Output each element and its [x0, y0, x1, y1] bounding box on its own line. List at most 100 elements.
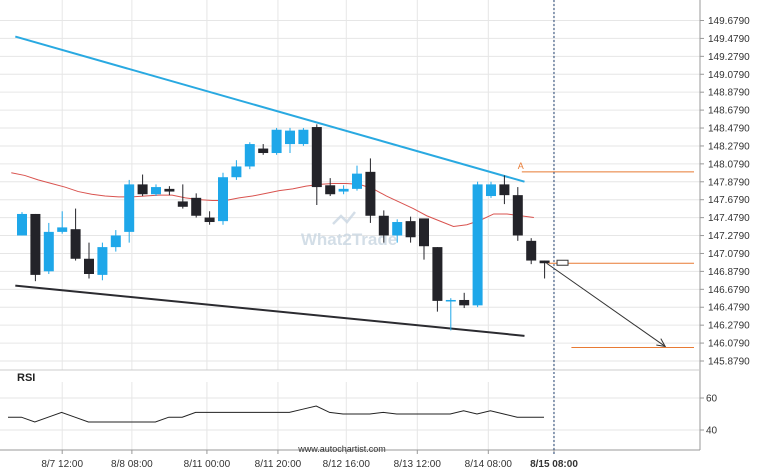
candle — [43, 222, 54, 274]
watermark-logo — [332, 211, 356, 225]
grid — [0, 0, 700, 450]
price-tick-label: 147.6790 — [708, 195, 750, 206]
candle — [137, 174, 148, 197]
candle — [124, 179, 135, 243]
price-tick-label: 148.8790 — [708, 88, 750, 99]
candle-body — [378, 215, 389, 236]
candle — [285, 127, 295, 154]
candle-body — [486, 184, 496, 197]
candle — [486, 181, 496, 198]
price-tick-label: 146.8790 — [708, 267, 750, 278]
watermark: What2Trade — [301, 211, 397, 249]
candle — [392, 219, 403, 243]
price-tick-label: 149.6790 — [708, 16, 750, 27]
candle — [204, 211, 215, 225]
candle — [70, 208, 81, 261]
candle — [325, 178, 336, 197]
rsi-tick-label: 40 — [706, 426, 718, 437]
levels: A — [518, 161, 694, 348]
candle-body — [539, 260, 550, 264]
time-tick-label: 8/8 08:00 — [111, 459, 153, 470]
time-tick-label: 8/14 08:00 — [465, 459, 513, 470]
candle — [151, 184, 161, 197]
candle-body — [499, 184, 510, 196]
candle — [57, 211, 68, 234]
candle — [218, 172, 228, 225]
price-tick-label: 148.4790 — [708, 124, 750, 135]
candle-body — [43, 231, 54, 272]
candle — [352, 165, 362, 191]
candle-body — [298, 129, 309, 145]
candle — [365, 158, 376, 223]
candle-body — [405, 221, 416, 238]
candle-body — [472, 184, 483, 306]
candle — [539, 260, 550, 279]
candle-body — [392, 222, 403, 236]
candle-body — [419, 218, 429, 247]
candle — [164, 186, 175, 196]
candle — [445, 298, 456, 331]
candle-body — [512, 195, 523, 236]
candle-body — [526, 240, 537, 261]
candle — [472, 181, 483, 308]
candle-body — [445, 299, 456, 302]
candle-body — [258, 148, 269, 154]
candle-body — [459, 299, 470, 306]
watermark-text: What2Trade — [301, 230, 397, 249]
candle-body — [164, 188, 175, 192]
trendlines — [15, 35, 525, 337]
rsi-line — [8, 405, 544, 423]
candle-body — [218, 177, 228, 222]
candle-body — [110, 235, 121, 248]
candle — [432, 247, 443, 312]
time-tick-label: 8/11 20:00 — [255, 459, 302, 470]
rsi-label: RSI — [17, 372, 35, 384]
candle-body — [177, 201, 188, 207]
candle-body — [271, 129, 282, 154]
time-tick-label: 8/7 12:00 — [41, 459, 83, 470]
candle-body — [338, 188, 349, 192]
candle — [298, 127, 309, 146]
support-trendline — [15, 284, 525, 337]
candle-body — [70, 229, 81, 259]
axes: 149.6790 149.4790 149.2790 149.0790 148.8790… — [0, 0, 750, 470]
candle-body — [244, 144, 255, 167]
candle — [378, 210, 389, 243]
candle-body — [432, 247, 443, 301]
candle — [177, 184, 188, 209]
price-tick-label: 147.8790 — [708, 177, 750, 188]
candle — [338, 185, 349, 195]
candle-body — [137, 184, 148, 195]
candle-body — [325, 185, 336, 195]
candle-body — [17, 213, 27, 236]
candle-body — [352, 173, 362, 189]
candle-body — [97, 247, 108, 275]
candle-body — [204, 217, 215, 223]
candle — [97, 242, 108, 281]
candle — [459, 292, 470, 309]
source-label: www.autochartist.com — [297, 444, 386, 454]
price-tick-label: 148.0790 — [708, 159, 750, 170]
resistance-trendline — [15, 35, 525, 183]
rsi-panel: 60 40 — [0, 394, 718, 437]
candle-body — [285, 130, 295, 145]
time-tick-label: 8/15 08:00 — [530, 459, 578, 470]
price-tick-label: 149.2790 — [708, 52, 750, 63]
price-tick-label: 148.2790 — [708, 141, 750, 152]
candle — [244, 142, 255, 170]
candle-body — [311, 127, 322, 188]
candle — [512, 187, 523, 241]
moving-average-line — [11, 172, 534, 228]
candle — [526, 238, 537, 265]
price-tick-label: 146.0790 — [708, 339, 750, 350]
rsi-tick-label: 60 — [706, 394, 718, 405]
resistance-level-label: A — [518, 161, 524, 171]
candle — [271, 127, 282, 155]
candle-body — [365, 171, 376, 216]
time-tick-label: 8/12 16:00 — [323, 459, 371, 470]
current-price-marker — [556, 259, 569, 266]
candle — [191, 193, 202, 218]
candle — [17, 212, 27, 236]
candle — [110, 230, 121, 252]
price-tick-label: 146.2790 — [708, 321, 750, 332]
